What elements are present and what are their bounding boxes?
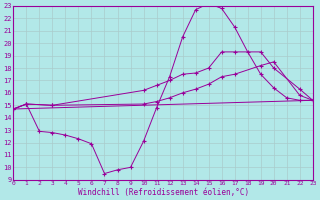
X-axis label: Windchill (Refroidissement éolien,°C): Windchill (Refroidissement éolien,°C): [77, 188, 249, 197]
